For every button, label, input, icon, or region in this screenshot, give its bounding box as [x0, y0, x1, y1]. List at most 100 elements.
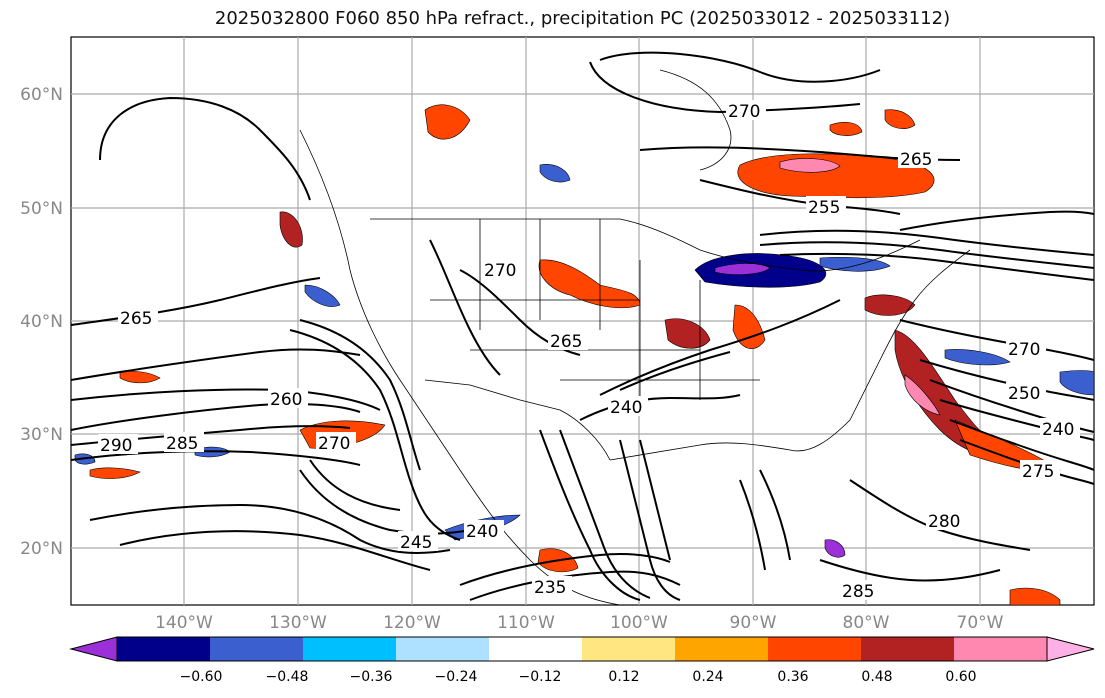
lon-label-110: 110°W [497, 613, 555, 633]
contour-atl-c [959, 439, 1095, 485]
contour-carib-2 [819, 559, 1001, 582]
colorbar-cell [396, 637, 489, 661]
lon-label-140: 140°W [155, 613, 213, 633]
map-panel: 270 265 255 265 260 290 285 270 245 240 … [70, 36, 1095, 606]
lon-label-80: 80°W [843, 613, 890, 633]
colorbar-cell [117, 637, 210, 661]
lat-label-20: 20°N [20, 539, 63, 559]
lon-axis-labels: 140°W 130°W 120°W 110°W 100°W 90°W 80°W … [155, 613, 1004, 633]
contour-270-north [599, 51, 881, 83]
contour-label: 270 [484, 261, 516, 281]
shade-canada-east-pink [779, 158, 841, 173]
contour-gl-270b [759, 241, 1095, 269]
contour-pacific-south1 [89, 503, 451, 554]
contour-label: 275 [1022, 462, 1054, 482]
contour-label: 265 [550, 332, 582, 352]
east-coast [849, 249, 971, 421]
colorbar: −0.60 −0.48 −0.36 −0.24 −0.12 0.12 0.24 … [69, 636, 1095, 685]
contour-gl-270a [759, 229, 1095, 256]
contour-label: 240 [466, 522, 498, 542]
shade-ohio-red [664, 318, 711, 349]
shade-carib-violet [824, 539, 846, 558]
contour-label: 245 [400, 533, 432, 553]
lon-label-100: 100°W [610, 613, 668, 633]
lon-label-120: 120°W [383, 613, 441, 633]
contour-texas-240 [579, 394, 741, 421]
us-mexico-border [424, 379, 611, 461]
contour-north-loop [589, 61, 861, 114]
colorbar-tick-label: −0.12 [519, 669, 562, 685]
shade-ohio-orange [732, 304, 766, 349]
shade-atlantic-pink [904, 374, 941, 416]
lat-label-60: 60°N [20, 85, 63, 105]
contour-pacific-265 [70, 277, 321, 326]
colorbar-cell [303, 637, 396, 661]
lat-label-40: 40°N [20, 312, 63, 332]
colorbar-cell [954, 637, 1047, 661]
contour-atl-b [949, 419, 1095, 471]
lon-label-70: 70°W [957, 613, 1004, 633]
contour-label: 250 [1008, 384, 1040, 404]
refractivity-contours [70, 51, 1095, 601]
contour-mexico-vert1 [539, 429, 641, 601]
contour-label: 270 [1008, 340, 1040, 360]
contour-baja-loop4 [309, 459, 401, 511]
shade-quebec-blue [539, 164, 571, 183]
gulf-coast [609, 419, 851, 461]
shade-atlantic-blue [944, 349, 1011, 366]
contour-rockies [429, 239, 501, 376]
contour-label: 290 [100, 436, 132, 456]
contour-gulf-east2 [739, 479, 766, 571]
shade-hudson-orange [829, 122, 863, 136]
colorbar-tick-label: −0.60 [180, 669, 223, 685]
contour-label: 280 [928, 512, 960, 532]
colorbar-cell [675, 637, 768, 661]
lat-label-50: 50°N [20, 199, 63, 219]
contour-labels: 270 265 255 265 260 290 285 270 245 240 … [98, 100, 1080, 602]
map-title: 2025032800 F060 850 hPa refract., precip… [214, 8, 951, 29]
colorbar-cells [69, 636, 1095, 662]
shade-pacific-wave-orange [89, 467, 141, 479]
contour-pacific-260a [70, 348, 361, 381]
contour-atl-a [929, 379, 1095, 433]
colorbar-tick-label: 0.12 [608, 669, 639, 685]
contour-baja-loop3 [299, 469, 471, 535]
contour-alaska-coast [99, 96, 311, 201]
lon-label-90: 90°W [730, 613, 777, 633]
contour-label: 285 [166, 434, 198, 454]
contour-label: 260 [270, 390, 302, 410]
colorbar-frame [116, 636, 1048, 662]
contour-gl-b [899, 210, 1095, 231]
hudson-bay [659, 69, 732, 171]
contour-label: 265 [120, 309, 152, 329]
contour-front-2 [619, 351, 731, 391]
coastline-west [299, 129, 621, 606]
colorbar-tick-label: 0.48 [861, 669, 892, 685]
shade-hudson-orange2 [884, 109, 916, 129]
colorbar-tick-label: −0.48 [266, 669, 309, 685]
contour-label: 240 [610, 398, 642, 418]
shade-alaska-orange [424, 104, 471, 140]
colorbar-cell [582, 637, 675, 661]
contour-mexico-vert2 [559, 429, 651, 599]
contour-label: 235 [534, 578, 566, 598]
contour-mexico-vert3 [619, 439, 681, 601]
contour-gl-270c [779, 252, 1095, 281]
contour-label: 255 [808, 198, 840, 218]
colorbar-tick-label: 0.36 [777, 669, 808, 685]
shade-pacific-blue-nw [304, 284, 341, 307]
state-lines-1 [479, 219, 701, 400]
lat-label-30: 30°N [20, 425, 63, 445]
shade-pacific-orange2 [119, 370, 161, 384]
contour-mexico-240 [459, 552, 671, 586]
colorbar-cell [768, 637, 861, 661]
colorbar-ticks: −0.60 −0.48 −0.36 −0.24 −0.12 0.12 0.24 … [180, 669, 977, 685]
shade-ne-red [864, 294, 916, 316]
contour-label: 270 [728, 102, 760, 122]
colorbar-tick-label: 0.24 [692, 669, 723, 685]
contour-mexico-vert4 [639, 439, 671, 561]
shade-pacific-nw-red [279, 211, 303, 248]
contour-gulf-east [759, 469, 791, 561]
shade-atlantic-blue-east [1059, 370, 1095, 396]
